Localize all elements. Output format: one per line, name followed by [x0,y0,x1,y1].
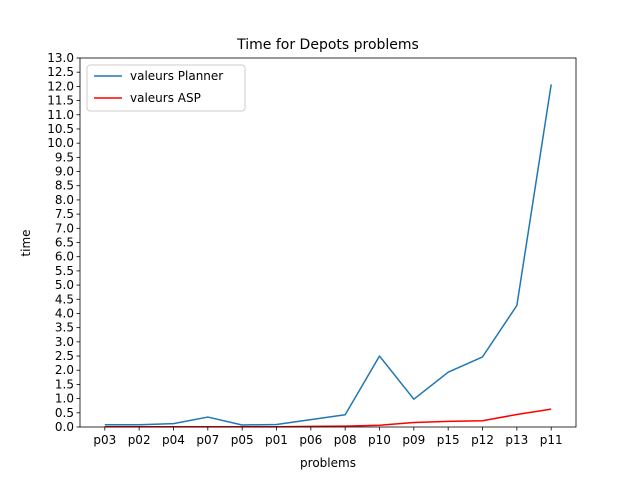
x-tick-label: p03 [93,433,116,447]
series-line-0 [104,84,552,426]
y-tick-label: 9.0 [55,165,74,179]
x-tick-label: p08 [334,433,357,447]
x-tick-label: p04 [162,433,185,447]
legend: valeurs Planner valeurs ASP [86,64,246,112]
y-tick-label: 4.5 [55,292,74,306]
x-tick-label: p12 [471,433,494,447]
x-tick-label: p15 [437,433,460,447]
y-tick-label: 0.0 [55,420,74,434]
y-tick-label: 10.5 [47,122,74,136]
y-tick-label: 10.0 [47,136,74,150]
y-tick-label: 1.5 [55,377,74,391]
y-tick-label: 8.5 [55,179,74,193]
y-tick-label: 11.5 [47,94,74,108]
x-tick-label: p10 [368,433,391,447]
y-tick-label: 9.5 [55,150,74,164]
y-tick-label: 11.0 [47,108,74,122]
legend-box [86,64,246,112]
y-tick-label: 8.0 [55,193,74,207]
y-tick-label: 12.5 [47,65,74,79]
y-tick-label: 6.0 [55,250,74,264]
y-tick-label: 7.5 [55,207,74,221]
y-tick-label: 1.0 [55,392,74,406]
y-tick-label: 5.0 [55,278,74,292]
legend-label-1: valeurs ASP [130,91,201,105]
y-tick-label: 3.0 [55,335,74,349]
x-tick-label: p13 [505,433,528,447]
x-tick-label: p06 [299,433,322,447]
y-tick-label: 2.5 [55,349,74,363]
y-tick-label: 4.0 [55,306,74,320]
x-tick-label: p05 [231,433,254,447]
y-tick-label: 5.5 [55,264,74,278]
y-axis-label: time [19,229,33,256]
plot-area: p03 p02 p04 p07 p05 p01 p06 p08 p10 p09 p15 p12 p13 p… [47,51,577,447]
x-tick-label: p09 [402,433,425,447]
x-axis-label: problems [300,456,356,470]
x-tick-label: p11 [540,433,563,447]
x-tick-label: p07 [196,433,219,447]
y-tick-label: 2.0 [55,363,74,377]
x-tick-label: p01 [265,433,288,447]
chart-title: Time for Depots problems [236,37,419,53]
y-tick-label: 6.5 [55,236,74,250]
y-tick-label: 3.5 [55,321,74,335]
x-tick-label: p02 [128,433,151,447]
y-tick-label: 12.0 [47,79,74,93]
y-tick-label: 0.5 [55,406,74,420]
legend-label-0: valeurs Planner [130,69,223,83]
y-tick-label: 7.0 [55,221,74,235]
y-tick-label: 13.0 [47,51,74,65]
